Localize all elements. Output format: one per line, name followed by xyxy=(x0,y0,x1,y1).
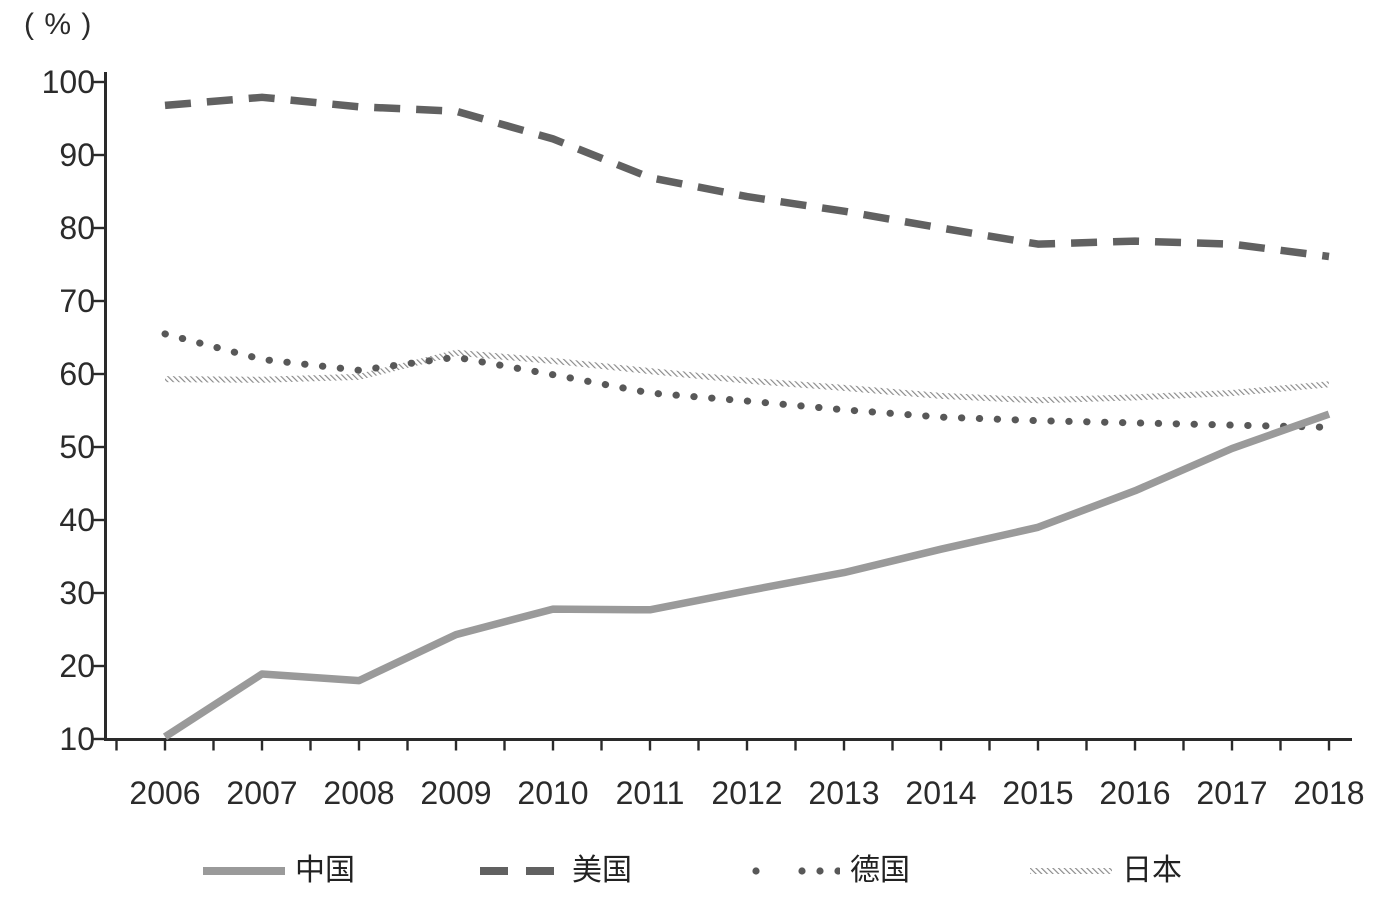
legend-swatch-dashed-line xyxy=(480,867,562,875)
x-tick-label: 2017 xyxy=(1196,775,1267,811)
x-tick-label: 2008 xyxy=(323,775,394,811)
y-axis-unit-label: ( % ) xyxy=(24,8,93,41)
x-tick-label: 2015 xyxy=(1002,775,1073,811)
series-line-usa xyxy=(164,93,1330,261)
y-tick-label: 30 xyxy=(59,575,95,611)
x-tick-label: 2010 xyxy=(517,775,588,811)
y-tick-label: 70 xyxy=(59,283,95,319)
y-tick-label: 100 xyxy=(42,64,95,100)
legend: 中国 美国 德国 日本 xyxy=(0,853,1387,893)
x-tick-label: 2016 xyxy=(1099,775,1170,811)
y-tick-label: 60 xyxy=(59,356,95,392)
y-tick-label: 10 xyxy=(59,721,95,757)
legend-item-germany: 德国 xyxy=(750,853,910,889)
x-tick-label: 2007 xyxy=(226,775,297,811)
legend-label-china: 中国 xyxy=(295,854,355,887)
y-tick-label: 50 xyxy=(59,429,95,465)
y-tick-label: 90 xyxy=(59,137,95,173)
y-tick-label: 80 xyxy=(59,210,95,246)
x-tick-label: 2013 xyxy=(808,775,879,811)
legend-item-japan: 日本 xyxy=(1030,853,1182,889)
series-line-japan xyxy=(164,349,1330,404)
series-line-germany xyxy=(161,330,1333,431)
x-tick-label: 2014 xyxy=(905,775,976,811)
legend-swatch-dotted-line xyxy=(752,867,840,875)
x-tick-label: 2018 xyxy=(1293,775,1364,811)
legend-item-china: 中国 xyxy=(203,853,355,889)
y-tick-label: 20 xyxy=(59,648,95,684)
legend-swatch-hatched-line xyxy=(1030,868,1112,874)
x-tick-label: 2012 xyxy=(711,775,782,811)
series-layer xyxy=(161,93,1333,740)
legend-label-usa: 美国 xyxy=(572,854,632,887)
x-tick-label: 2009 xyxy=(420,775,491,811)
series-line-china xyxy=(162,410,1331,740)
x-tick-label: 2006 xyxy=(129,775,200,811)
axes: 10 20 30 40 50 60 70 80 90 100 2006 2007 2008 2009 201… xyxy=(42,64,1365,811)
legend-label-germany: 德国 xyxy=(850,854,910,887)
legend-item-usa: 美国 xyxy=(480,853,632,889)
y-tick-label: 40 xyxy=(59,502,95,538)
legend-swatch-solid-line xyxy=(203,867,285,875)
x-tick-label: 2011 xyxy=(616,775,685,811)
legend-label-japan: 日本 xyxy=(1122,854,1182,887)
